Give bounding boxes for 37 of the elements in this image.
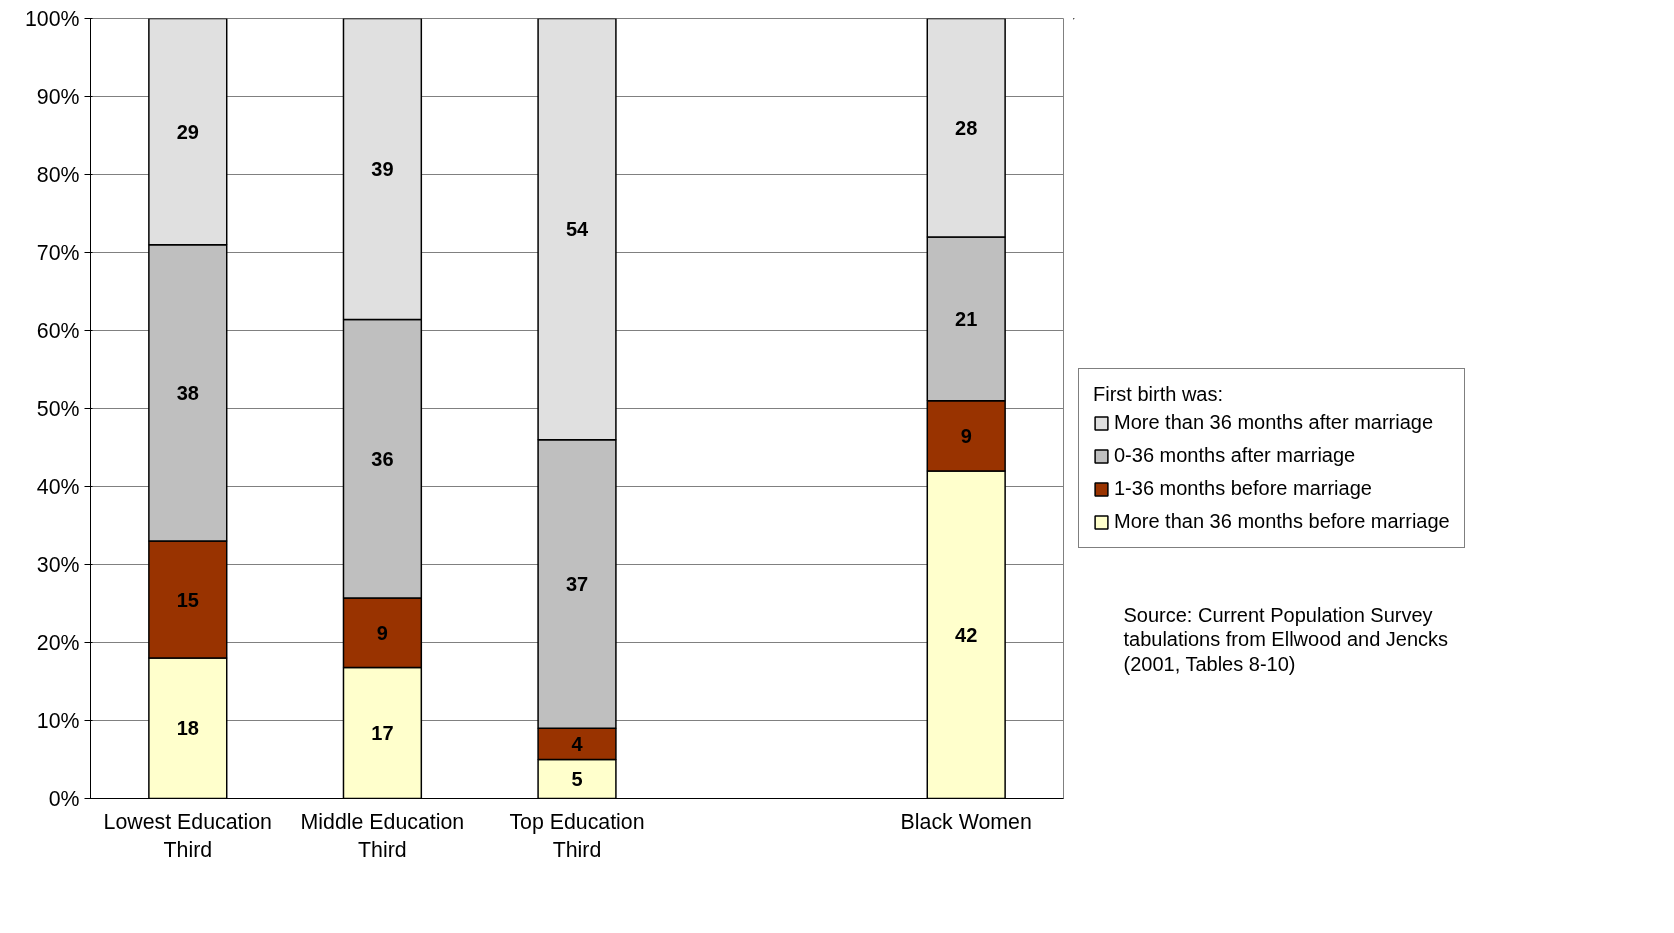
- y-tick-label: 40%: [36, 474, 80, 499]
- y-tick-label: 90%: [36, 84, 80, 109]
- legend-label: More than 36 months after marriage: [1114, 411, 1434, 434]
- data-label: 17: [371, 721, 394, 744]
- data-label: 4: [571, 732, 584, 755]
- data-label: 37: [565, 573, 589, 595]
- data-label: 54: [565, 218, 589, 241]
- source-note: Source: Current Population Survey tabulations from Ellwood and Jencks (2001, Tables 8-10): [1123, 603, 1449, 675]
- data-label: 9: [376, 621, 388, 644]
- data-label: 15: [176, 588, 199, 611]
- y-tick-label: 30%: [36, 552, 80, 577]
- y-tick-label: 100%: [24, 6, 80, 31]
- data-label: 29: [176, 120, 199, 143]
- data-label: 9: [960, 424, 972, 447]
- data-label: 21: [955, 307, 978, 330]
- legend-label: More than 36 months before marriage: [1114, 510, 1450, 533]
- legend-label: 0-36 months after marriage: [1114, 444, 1356, 467]
- x-tick-label: Top Education Third: [509, 809, 645, 863]
- data-label: 28: [955, 116, 978, 139]
- y-tick-label: 50%: [36, 396, 80, 421]
- y-tick-label: 0%: [48, 786, 80, 811]
- y-tick-label: 10%: [36, 708, 80, 733]
- legend-title: First birth was:: [1093, 383, 1225, 406]
- data-label: 39: [371, 158, 394, 181]
- x-tick-label: Middle Education Third: [300, 809, 465, 863]
- data-label: 5: [571, 768, 583, 790]
- data-label: 42: [955, 623, 978, 646]
- y-tick-label: 60%: [36, 318, 80, 343]
- y-tick-label: 20%: [36, 630, 80, 655]
- legend-label: 1-36 months before marriage: [1114, 477, 1372, 500]
- data-label: 38: [176, 381, 199, 404]
- x-tick-label: Lowest Education Third: [103, 809, 272, 863]
- y-tick-label: 70%: [36, 240, 80, 265]
- y-tick-label: 80%: [36, 162, 80, 187]
- data-label: 18: [176, 717, 199, 740]
- data-label: 36: [371, 447, 394, 470]
- x-tick-label: Black Women: [900, 809, 1032, 834]
